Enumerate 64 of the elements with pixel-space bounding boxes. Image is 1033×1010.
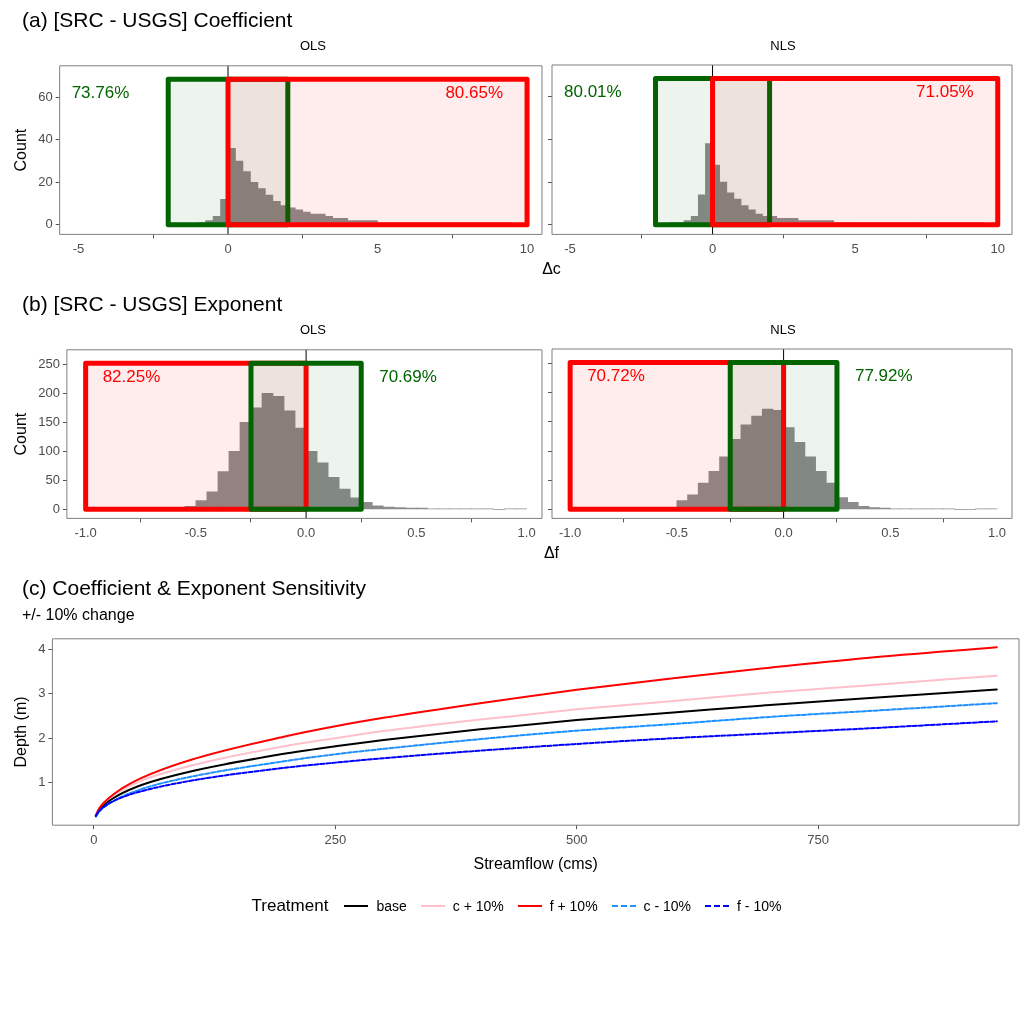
x-tick-label: 1.0 <box>517 524 536 540</box>
band-label: 71.05% <box>916 82 974 102</box>
x-tick-label: 5 <box>373 240 382 256</box>
band-label: 80.65% <box>445 82 504 102</box>
x-tick-label: 750 <box>807 831 830 847</box>
x-axis-title: Streamflow (cms) <box>473 854 598 872</box>
y-axis-title: Count <box>12 128 30 172</box>
band-label: 70.69% <box>379 366 437 386</box>
band-label: 82.25% <box>102 366 161 386</box>
x-tick-label: 0.5 <box>881 524 900 540</box>
legend-label: f + 10% <box>549 898 598 914</box>
x-tick-label: 0 <box>90 831 98 847</box>
x-tick-label: 1.0 <box>988 524 1007 540</box>
x-tick-label: 250 <box>324 831 347 847</box>
y-tick-label: 60 <box>38 88 53 104</box>
band-label: 73.76% <box>71 82 130 102</box>
band-label: 70.72% <box>587 366 645 386</box>
y-tick-label: 0 <box>45 216 53 232</box>
y-tick-label: 40 <box>38 131 53 147</box>
x-tick-label: 0 <box>224 240 232 256</box>
x-tick-label: -5 <box>72 240 85 256</box>
y-axis-title: Depth (m) <box>12 696 30 768</box>
x-tick-label: 0 <box>708 240 717 256</box>
y-tick-label: 200 <box>38 384 60 400</box>
legend-label: c - 10% <box>643 898 692 914</box>
x-tick-label: 5 <box>851 240 859 256</box>
x-axis-title: Δc <box>541 260 562 278</box>
y-tick-label: 3 <box>38 685 46 701</box>
chart-subtitle: OLS <box>299 322 327 337</box>
x-tick-label: 0.0 <box>297 524 316 540</box>
x-axis-title: Δf <box>542 544 561 562</box>
chart-title: (a) [SRC - USGS] Coefficient <box>22 8 294 32</box>
x-tick-label: -1.0 <box>558 524 582 540</box>
y-tick-label: 4 <box>38 641 46 657</box>
x-tick-label: 0.5 <box>407 524 426 540</box>
y-tick-label: 250 <box>38 355 60 371</box>
band-label: 80.01% <box>564 82 622 102</box>
x-tick-label: 10 <box>519 240 535 256</box>
x-tick-label: -5 <box>564 240 576 256</box>
y-tick-label: 2 <box>38 729 46 745</box>
legend-label: base <box>376 898 407 914</box>
legend-label: f - 10% <box>737 898 782 914</box>
y-tick-label: 50 <box>45 471 60 487</box>
band-label: 77.92% <box>854 366 913 386</box>
y-tick-label: 20 <box>38 173 53 189</box>
legend-title: Treatment <box>251 896 329 916</box>
y-tick-label: 150 <box>38 413 60 429</box>
y-tick-label: 1 <box>38 774 46 790</box>
x-tick-label: -0.5 <box>184 524 208 540</box>
x-tick-label: 0.0 <box>774 524 793 540</box>
chart-subtitle: NLS <box>769 38 797 53</box>
y-axis-title: Count <box>12 412 30 456</box>
legend-label: c + 10% <box>452 898 504 914</box>
x-tick-label: -1.0 <box>74 524 97 540</box>
x-tick-label: 10 <box>990 240 1005 256</box>
y-tick-label: 0 <box>52 500 60 516</box>
x-tick-label: -0.5 <box>665 524 689 540</box>
chart-subtitle: +/- 10% change <box>22 606 136 624</box>
chart-subtitle: NLS <box>769 322 797 337</box>
chart-subtitle: OLS <box>299 38 327 53</box>
x-tick-label: 500 <box>565 831 588 847</box>
y-tick-label: 100 <box>38 442 60 458</box>
chart-title: (c) Coefficient & Exponent Sensitivity <box>22 576 367 600</box>
chart-title: (b) [SRC - USGS] Exponent <box>22 292 284 316</box>
